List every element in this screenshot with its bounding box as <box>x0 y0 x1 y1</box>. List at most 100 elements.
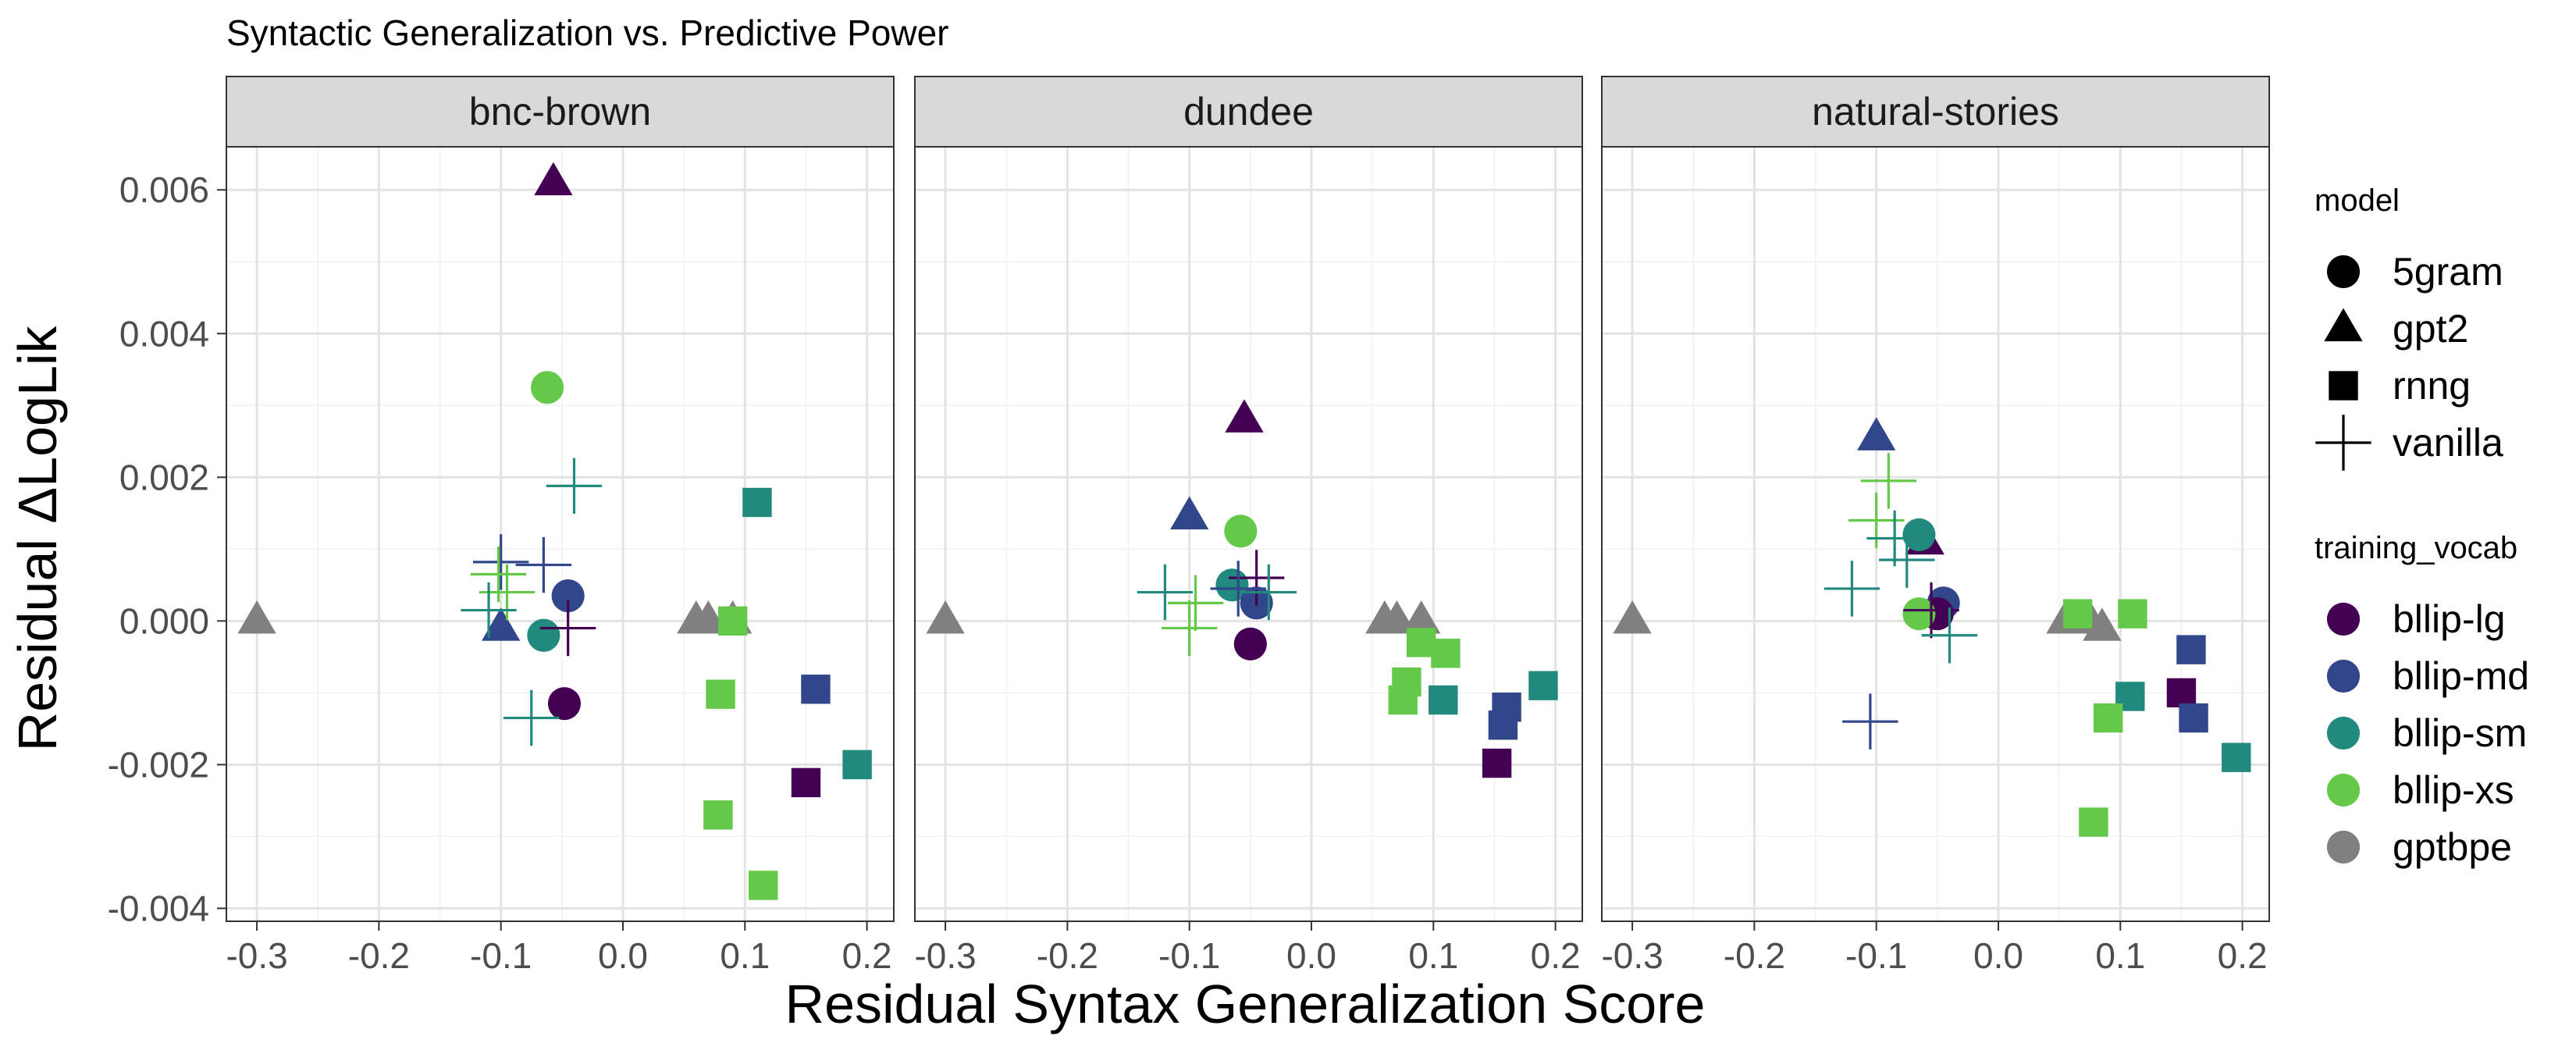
legend-key-bllip-xs <box>2326 773 2361 807</box>
x-axis-ticks: -0.3 -0.2 -0.1 0.0 0.1 0.2 <box>914 921 1581 976</box>
data-point-5gram-bllip-sm <box>1902 518 1936 552</box>
data-point-gpt2-gptbpe <box>926 600 965 634</box>
data-point-vanilla-bllip-md <box>1842 693 1898 750</box>
facet-strip-label: bnc-brown <box>469 90 651 134</box>
data-point-gpt2-bllip-md <box>1857 417 1896 450</box>
legend-label: 5gram <box>2393 250 2503 294</box>
data-point-rnng-bllip-md <box>2176 635 2206 664</box>
data-point-vanilla-bllip-sm <box>1823 561 1880 617</box>
data-point-rnng-bllip-sm <box>742 487 772 518</box>
data-points <box>926 399 1558 778</box>
legend-key-rnng <box>2329 371 2358 401</box>
data-point-5gram-bllip-xs <box>1902 597 1936 631</box>
chart-title: Syntactic Generalization vs. Predictive … <box>226 12 949 53</box>
y-tick-label: 0.002 <box>119 457 209 497</box>
data-point-5gram-bllip-lg <box>547 687 582 721</box>
x-tick-label: -0.2 <box>348 935 410 976</box>
data-point-rnng-bllip-xs <box>1406 628 1436 657</box>
data-point-rnng-bllip-sm <box>1429 685 1458 715</box>
data-point-rnng-bllip-md <box>2179 703 2208 733</box>
y-tick-label: -0.002 <box>108 744 209 785</box>
data-point-vanilla-bllip-md <box>472 534 529 590</box>
data-point-gpt2-bllip-lg <box>1225 399 1264 433</box>
gridlines <box>226 147 894 921</box>
data-point-vanilla-bllip-sm <box>1866 510 1923 567</box>
x-tick-label: 0.1 <box>1408 935 1458 976</box>
x-tick-label: 0.0 <box>1286 935 1336 976</box>
data-point-vanilla-bllip-md <box>1210 561 1266 617</box>
panel-border <box>226 146 895 922</box>
legend-model: model 5gram gpt2 rnng vanilla <box>2314 183 2503 471</box>
data-point-rnng-bllip-xs <box>706 679 735 709</box>
facet-panel-dundee: dundee -0.3 -0.2 -0.1 0.0 0.1 0.2 <box>914 76 1583 976</box>
plot-background <box>1602 147 2269 921</box>
x-tick-label: 0.1 <box>720 935 770 976</box>
data-point-5gram-bllip-xs <box>1224 515 1258 548</box>
legend-label: bllip-md <box>2393 654 2529 698</box>
data-point-rnng-bllip-xs <box>1388 685 1418 715</box>
data-point-5gram-bllip-lg <box>1233 627 1267 661</box>
data-point-vanilla-bllip-xs <box>1167 575 1224 632</box>
data-point-vanilla-bllip-md <box>515 536 572 593</box>
x-tick-label: -0.1 <box>1158 935 1220 976</box>
facet-panel-natural-stories: natural-stories -0.3 -0.2 -0.1 0.0 0.1 0.2 <box>1601 76 2270 976</box>
data-point-rnng-bllip-xs <box>717 606 748 636</box>
data-point-vanilla-bllip-sm <box>461 582 517 639</box>
data-point-vanilla-bllip-sm <box>1240 564 1297 621</box>
data-point-gpt2-gptbpe <box>688 600 728 634</box>
legend-key-bllip-sm <box>2326 716 2361 750</box>
legend-label: bllip-sm <box>2393 711 2527 755</box>
data-point-gpt2-bllip-md <box>1170 496 1209 530</box>
gridlines <box>915 147 1582 921</box>
x-tick-label: 0.0 <box>1973 935 2023 976</box>
y-axis-label: Residual ΔLogLik <box>7 326 68 752</box>
facets: bnc-brown -0.3 -0.2 -0.1 0.0 0.1 0.2 -0.004 -0.0… <box>108 76 2270 976</box>
y-tick-label: -0.004 <box>108 888 209 928</box>
legend-label: vanilla <box>2393 421 2503 465</box>
x-axis-ticks: -0.3 -0.2 -0.1 0.0 0.1 0.2 <box>226 921 892 976</box>
x-tick-label: -0.2 <box>1037 935 1098 976</box>
data-point-rnng-bllip-xs <box>2062 599 2093 628</box>
x-axis-label: Residual Syntax Generalization Score <box>785 974 1706 1034</box>
data-point-rnng-bllip-sm <box>1528 671 1558 700</box>
data-point-gpt2-bllip-lg <box>534 162 573 196</box>
data-point-gpt2-gptbpe <box>1402 600 1441 634</box>
data-point-rnng-bllip-xs <box>2079 807 2108 837</box>
data-point-vanilla-bllip-sm <box>503 689 560 746</box>
data-point-gpt2-bllip-md <box>482 607 521 641</box>
x-tick-label: 0.2 <box>1531 935 1581 976</box>
data-point-rnng-bllip-lg <box>791 767 821 798</box>
y-tick-label: 0.006 <box>119 169 209 210</box>
data-point-gpt2-gptbpe <box>237 600 276 634</box>
x-tick-label: -0.1 <box>470 935 532 976</box>
y-tick-label: 0.004 <box>119 313 209 354</box>
data-point-rnng-bllip-lg <box>2166 678 2197 708</box>
data-point-gpt2-gptbpe <box>2083 607 2122 641</box>
x-tick-label: 0.2 <box>2218 935 2268 976</box>
facet-panel-bnc-brown: bnc-brown-0.3 -0.2 -0.1 0.0 0.1 0.2-0.004-0.0… <box>108 76 895 976</box>
legend-key-vanilla <box>2315 415 2371 471</box>
data-point-rnng-bllip-xs <box>749 871 778 900</box>
legend-training_vocab: training_vocab bllip-lg bllip-md bllip-sm bl… <box>2314 531 2529 869</box>
data-point-vanilla-bllip-sm <box>1921 607 1978 664</box>
data-point-rnng-bllip-xs <box>1431 639 1461 668</box>
data-point-rnng-bllip-md <box>801 675 831 704</box>
x-tick-label: -0.3 <box>226 935 287 976</box>
facet-strip-label: natural-stories <box>1812 90 2059 134</box>
x-tick-label: 0.1 <box>2095 935 2145 976</box>
legend: model 5gram gpt2 rnng vanilla training_vocabb… <box>2314 183 2529 869</box>
data-point-5gram-bllip-md <box>551 579 585 613</box>
panel-border <box>1601 146 2270 922</box>
data-point-rnng-bllip-md <box>1488 710 1518 740</box>
legend-key-bllip-md <box>2326 659 2361 693</box>
legend-label: gptbpe <box>2393 825 2512 869</box>
facet-strip <box>914 76 1583 148</box>
panel-border <box>914 146 1583 922</box>
plot-background <box>226 147 894 921</box>
data-points <box>1613 417 2251 837</box>
data-point-vanilla-bllip-sm <box>546 458 603 515</box>
x-tick-label: -0.3 <box>1601 935 1663 976</box>
data-points <box>237 162 872 900</box>
data-point-vanilla-bllip-sm <box>1879 532 1935 588</box>
